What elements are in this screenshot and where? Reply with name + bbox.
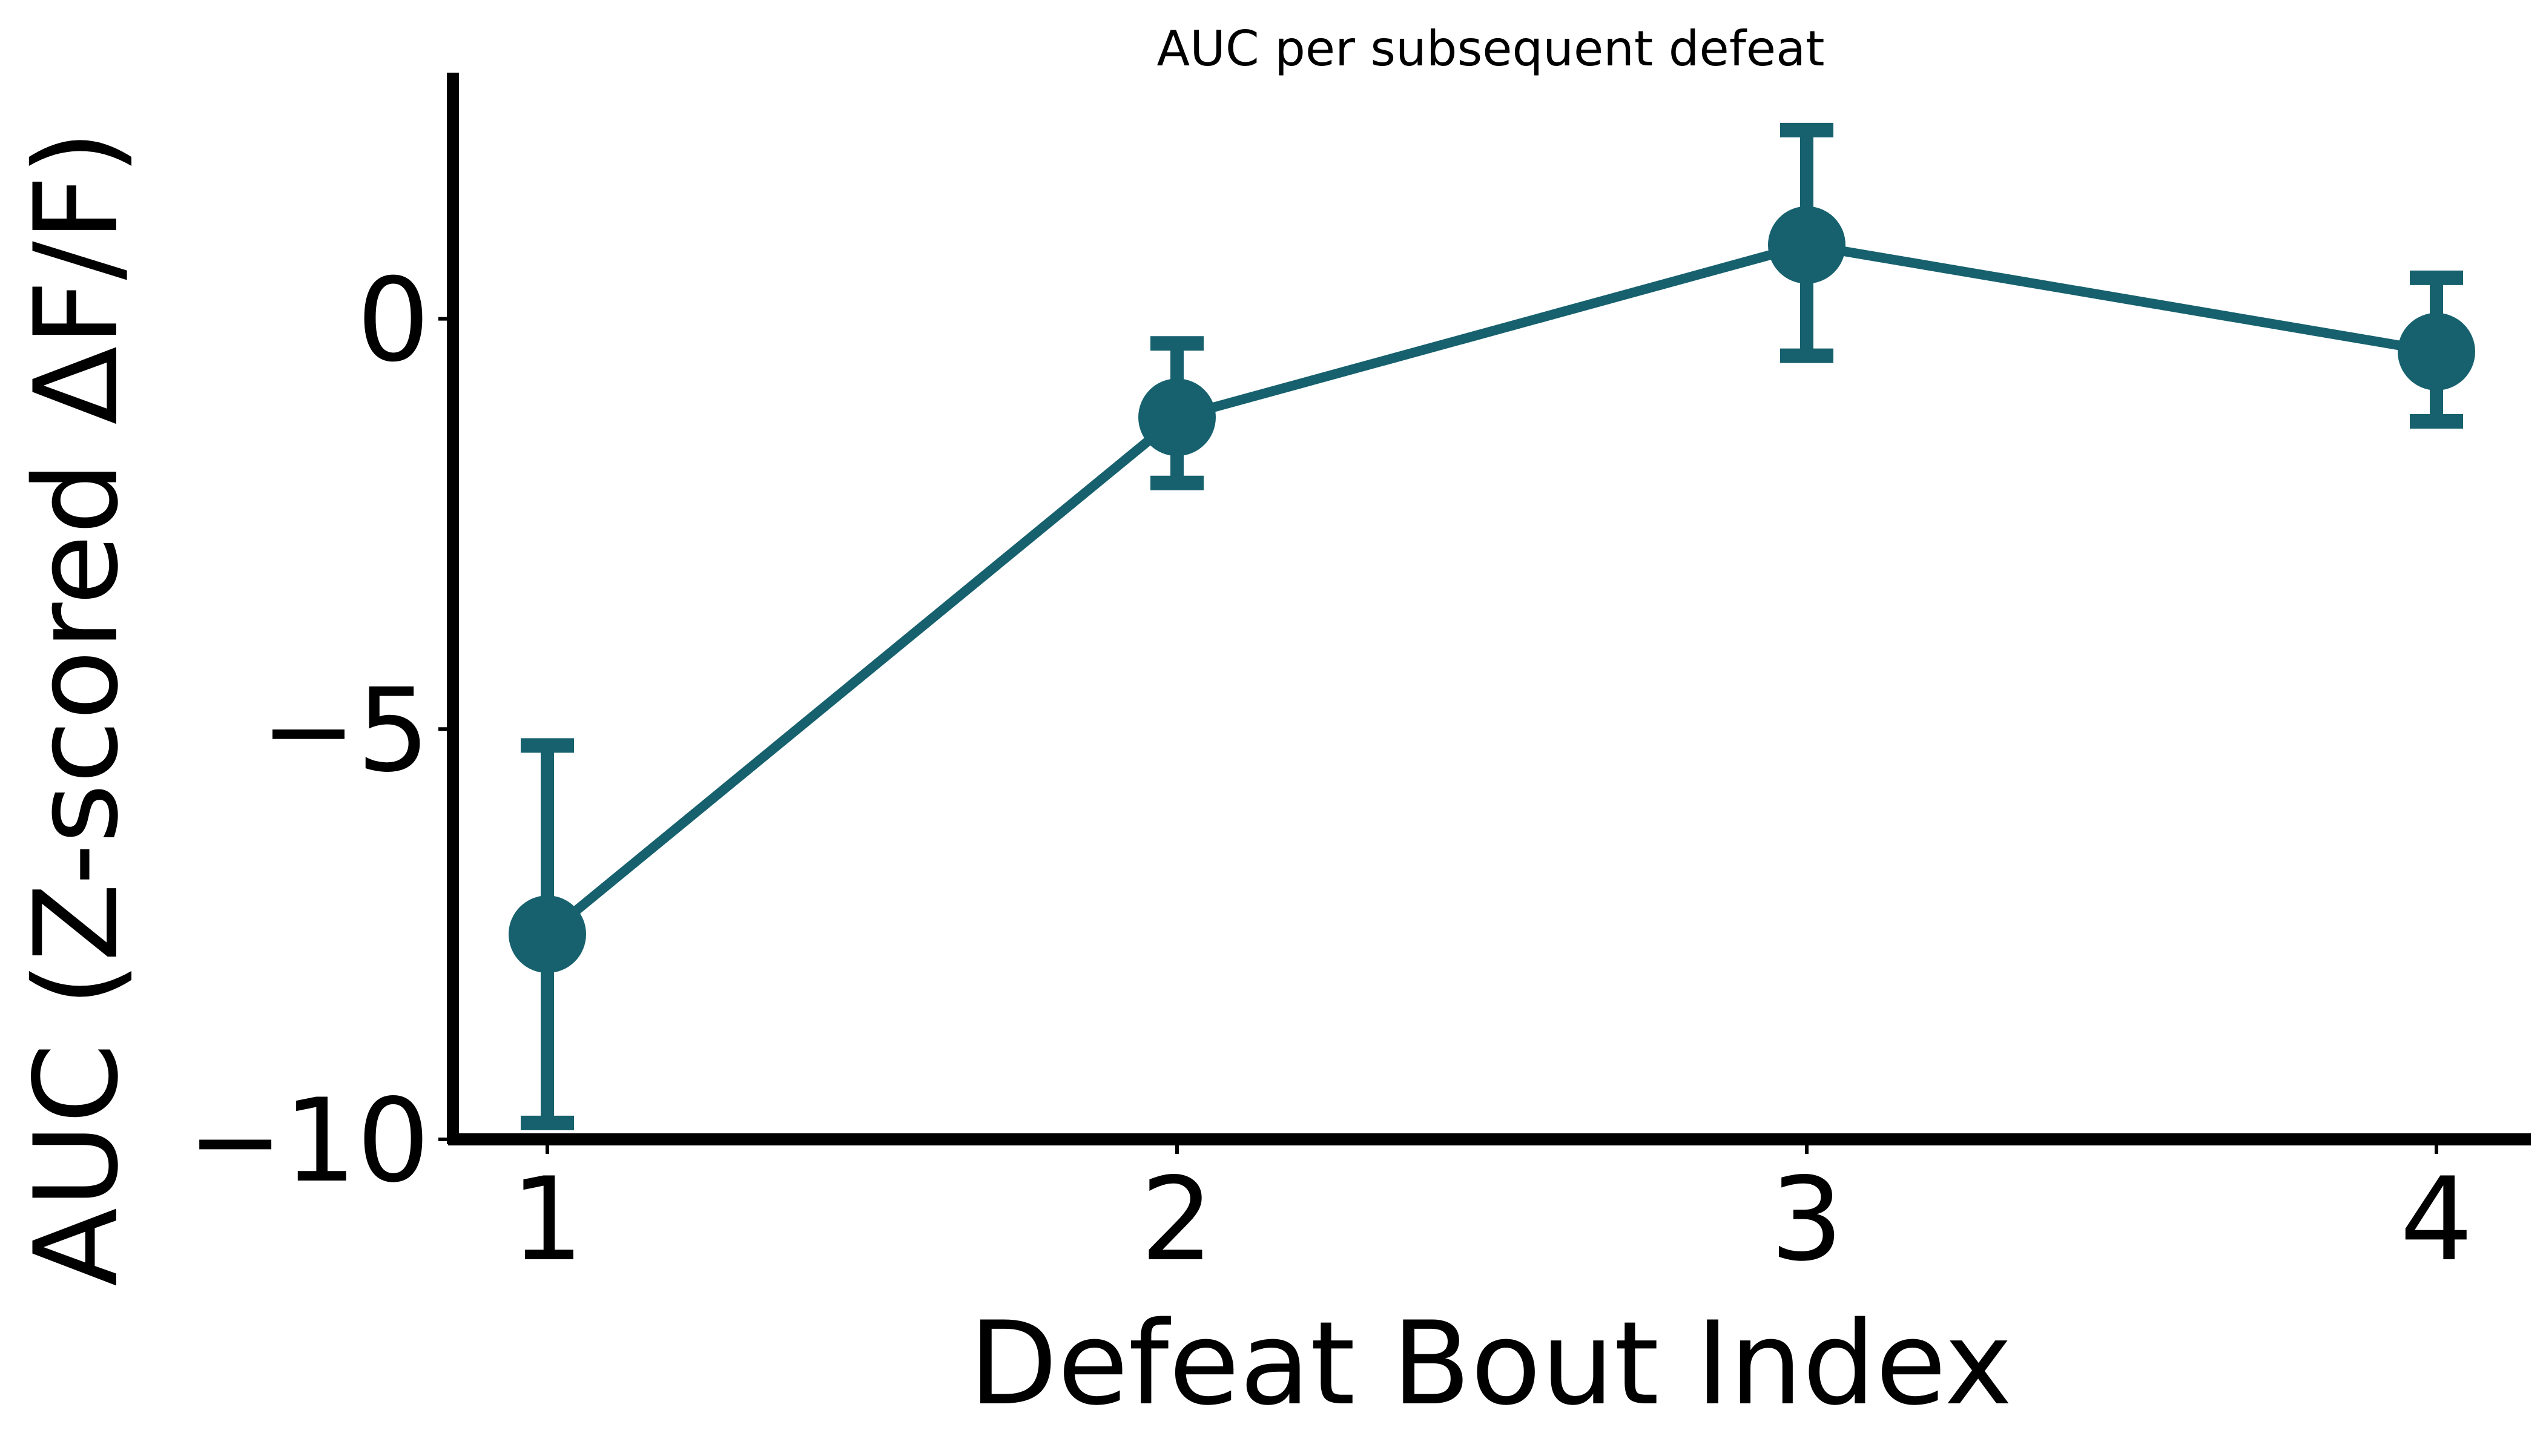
x-tick-label: 2	[1141, 1153, 1214, 1286]
plot-area: 0 −5 −10 1 2 3 4	[187, 73, 2531, 1286]
x-tick-label: 1	[511, 1153, 584, 1286]
chart-title: AUC per subsequent defeat	[1157, 21, 1825, 77]
x-tick-label: 4	[2400, 1153, 2473, 1286]
x-tick-label: 3	[1770, 1153, 1844, 1286]
y-tick-label: −10	[187, 1074, 430, 1208]
data-point	[2398, 312, 2475, 390]
y-axis-label: AUC (Z-scored ΔF/F)	[10, 130, 143, 1286]
data-point	[509, 895, 586, 973]
y-tick-label: −5	[260, 664, 430, 797]
y-tick-label: 0	[357, 254, 430, 387]
data-point	[1138, 378, 1216, 456]
x-axis-label: Defeat Bout Index	[969, 1297, 2012, 1431]
series-line	[544, 240, 2438, 938]
data-point	[1768, 206, 1845, 284]
